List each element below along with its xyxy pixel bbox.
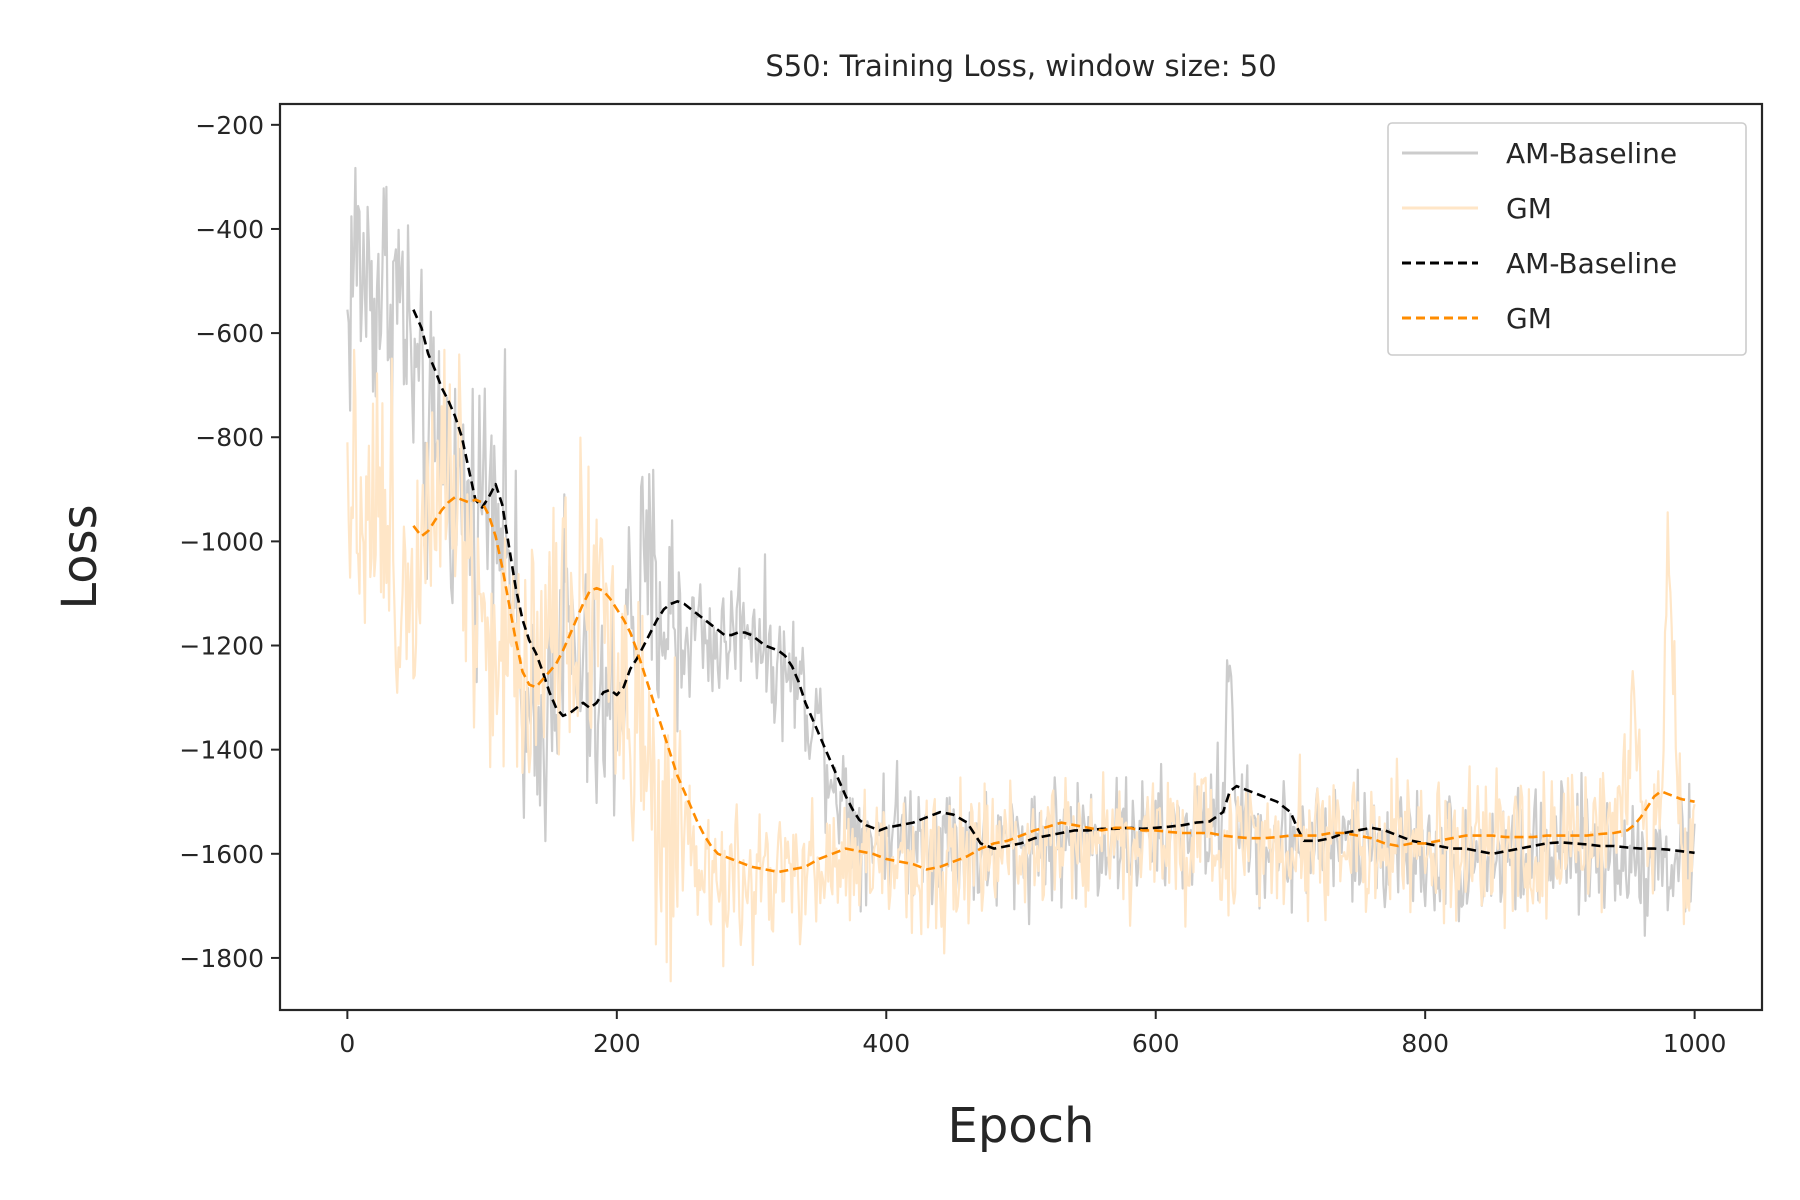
series-line-2-am-baseline [412,309,1695,856]
x-tick-label: 400 [862,1029,910,1058]
y-tick-label: −200 [195,111,264,140]
legend: AM-Baseline GM AM-Baseline GM [1387,122,1747,356]
y-tick-label: −1000 [179,527,264,556]
legend-label: AM-Baseline [1506,137,1677,170]
x-axis-title: Epoch [948,1098,1095,1154]
x-tick-label: 0 [339,1029,355,1058]
legend-frame [1387,122,1747,356]
y-tick-label: −1400 [179,736,264,765]
x-tick-label: 1000 [1663,1029,1727,1058]
x-tick-label: 800 [1401,1029,1449,1058]
x-tick-label: 200 [593,1029,641,1058]
legend-label: GM [1506,302,1552,335]
y-tick-label: −400 [195,215,264,244]
series-line-1-gm [346,348,1696,983]
y-tick-label: −1800 [179,944,264,973]
x-tick-label: 600 [1132,1029,1180,1058]
y-tick-label: −1200 [179,632,264,661]
legend-label: GM [1506,192,1552,225]
y-tick-label: −800 [195,423,264,452]
chart-title: S50: Training Loss, window size: 50 [765,49,1276,83]
series-layer [346,166,1696,983]
y-tick-label: −600 [195,319,264,348]
plot-frame [278,102,1764,1012]
y-axis-title: Loss [52,504,108,609]
legend-label: AM-Baseline [1506,247,1677,280]
y-tick-label: −1600 [179,840,264,869]
axis-ticks: 0 200 400 600 800 1000 −200 −400 −600 −800 −1000 −1… [179,111,1726,1058]
series-line-3-gm [412,495,1695,874]
